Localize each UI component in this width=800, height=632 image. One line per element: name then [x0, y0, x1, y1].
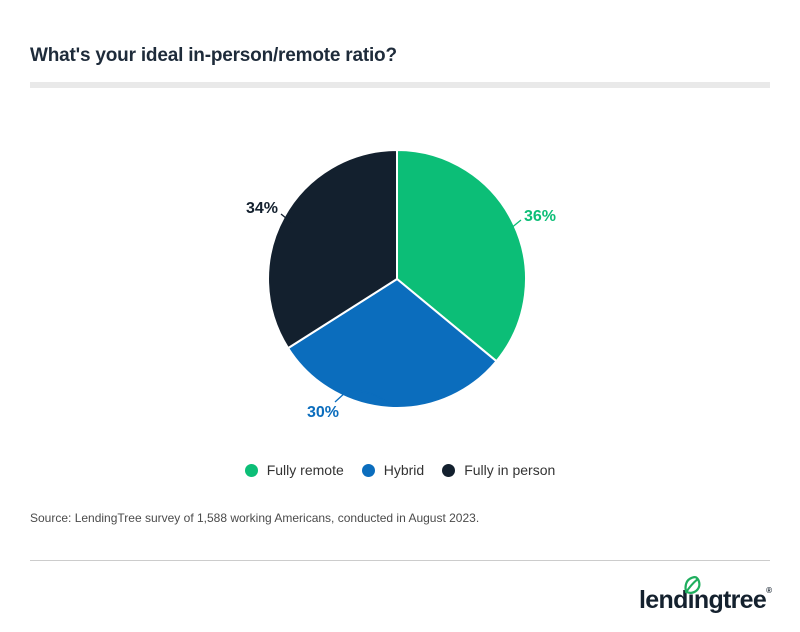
pie-chart: 36% 30% 34% [246, 149, 556, 421]
title-underline [30, 82, 770, 88]
label-leader-hybrid [334, 390, 391, 405]
legend-label-fully-remote: Fully remote [266, 462, 344, 478]
legend-label-hybrid: Hybrid [383, 462, 425, 478]
chart-legend: Fully remote Hybrid Fully in person [0, 456, 800, 484]
label-leader-fully-remote [509, 219, 522, 230]
legend-dot-fully-remote [244, 463, 258, 477]
chart-title: What's your ideal in-person/remote ratio… [30, 45, 397, 66]
legend-item-fully-remote: Fully remote [244, 462, 344, 478]
legend-dot-fully-in-person [442, 463, 456, 477]
legend-item-hybrid: Hybrid [361, 462, 425, 478]
legend-item-fully-in-person: Fully in person [442, 462, 555, 478]
legend-dot-hybrid [361, 463, 375, 477]
leaf-icon [683, 575, 701, 595]
slice-label-fully-remote: 36% [524, 208, 556, 225]
legend-label-fully-in-person: Fully in person [464, 462, 556, 478]
registered-mark: ® [766, 586, 772, 595]
slice-label-fully-in-person: 34% [246, 200, 278, 217]
pie-slice-fully-remote [396, 149, 527, 363]
slice-label-hybrid: 30% [307, 404, 339, 421]
label-leader-fully-in-person [280, 213, 293, 224]
logo-wordmark: lendingtree [639, 586, 767, 614]
footer-divider [30, 560, 770, 561]
pie-slice-hybrid [287, 278, 498, 409]
lendingtree-logo: lendingtree® [639, 576, 772, 618]
source-note: Source: LendingTree survey of 1,588 work… [30, 511, 480, 525]
